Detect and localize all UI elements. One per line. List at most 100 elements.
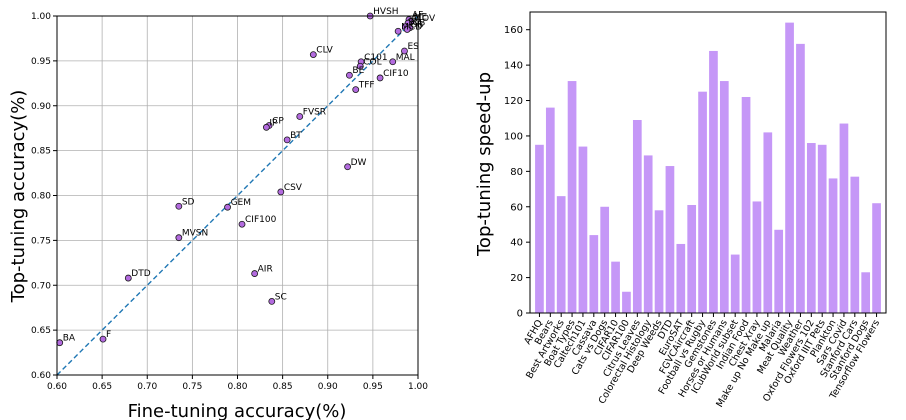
bar [828, 178, 838, 313]
bar [741, 96, 751, 313]
bar [665, 166, 675, 313]
bar [774, 229, 784, 313]
point-label: CLV [316, 46, 333, 56]
point-label: MCD [401, 22, 422, 32]
point-label: CIF10 [383, 69, 409, 79]
point-label: AIR [258, 265, 273, 275]
y-tick-label: 60 [510, 202, 523, 213]
point-label: BT [290, 131, 302, 141]
scatter-points [56, 12, 415, 347]
x-tick-label: 0.75 [182, 382, 202, 392]
point-label: MVSN [182, 229, 208, 239]
scatter-point [175, 234, 183, 242]
y-tick-label: 20 [510, 273, 523, 284]
scatter-point [376, 74, 384, 82]
bar [839, 123, 849, 313]
scatter-x-tick-labels: 0.60 0.65 0.70 0.75 0.80 0.85 0.90 0.95 1.00 [47, 382, 428, 392]
scatter-point [309, 51, 317, 58]
bar [643, 155, 653, 313]
point-label: ATOV [411, 14, 436, 24]
point-label: CB [413, 19, 425, 29]
bar [752, 201, 762, 313]
bar [556, 196, 566, 313]
scatter-gridlines [53, 15, 419, 379]
x-tick-label: 0.65 [92, 382, 112, 392]
point-label: IP [269, 118, 278, 128]
point-label: CP [272, 116, 284, 126]
bar [622, 291, 631, 313]
scatter-point [283, 136, 291, 144]
bar [545, 107, 555, 314]
y-tick-label: 0.60 [31, 371, 51, 381]
bar [861, 272, 871, 313]
point-label: C101 [364, 53, 387, 63]
scatter-point [352, 86, 360, 93]
bar-series [535, 22, 881, 314]
y-tick-label: 140 [504, 61, 523, 72]
bar [578, 146, 588, 313]
point-label: TFF [358, 81, 375, 91]
bar-plot-frame [529, 11, 887, 314]
point-label: ME [414, 12, 428, 22]
scatter-point [124, 274, 132, 282]
bar [763, 132, 773, 313]
point-label: OB [410, 20, 423, 30]
scatter-point [175, 202, 183, 210]
point-label: SD [182, 197, 195, 207]
point-label: COL [363, 57, 381, 67]
bar [535, 144, 544, 313]
bar [589, 235, 599, 313]
scatter-point [99, 335, 107, 343]
bar [730, 254, 740, 313]
point-label: DW [351, 158, 367, 168]
scatter-y-tick-labels: 0.60 0.65 0.70 0.75 0.80 0.85 0.90 0.95 1.00 [31, 12, 51, 381]
bar [687, 204, 697, 313]
scatter-point [394, 27, 402, 35]
y-tick-label: 0.70 [31, 281, 51, 291]
bar-y-tick-labels: 0 20 40 60 80 100 120 140 160 [504, 25, 530, 320]
y-tick-label: 160 [504, 25, 523, 36]
scatter-point [403, 26, 411, 33]
y-tick-label: 0.75 [31, 236, 51, 246]
point-label: BA [63, 334, 76, 344]
point-label: BD [408, 18, 421, 28]
bar [796, 43, 805, 314]
bar [872, 203, 881, 313]
point-label: F [106, 330, 111, 340]
bar [611, 261, 620, 313]
y-tick-label: 0.90 [31, 102, 51, 112]
y-tick-label: 0.65 [31, 326, 51, 336]
point-label: DTD [131, 269, 150, 279]
scatter-point [389, 58, 397, 66]
scatter-x-axis-label: Fine-tuning accuracy(%) [128, 401, 347, 420]
point-label: CSV [284, 183, 303, 193]
scatter-point [277, 188, 285, 196]
point-label: HVSH [373, 7, 398, 17]
bar-y-axis-label: Top-tuning speed-up [474, 72, 495, 257]
scatter-y-axis-label: Top-tuning accuracy(%) [8, 90, 29, 304]
y-tick-label: 0.80 [31, 192, 51, 202]
scatter-plot-frame [56, 15, 419, 376]
bar [709, 50, 718, 313]
point-label: BE [352, 66, 364, 76]
scatter-point [356, 62, 364, 70]
bar [567, 81, 577, 313]
bar [850, 176, 860, 313]
bar [806, 143, 816, 313]
point-label: GEM [231, 198, 251, 208]
y-tick-label: 0.95 [31, 57, 51, 67]
point-label: SC [275, 292, 287, 302]
x-tick-label: 0.85 [273, 382, 293, 392]
point-label: FVSR [303, 108, 326, 118]
bar [654, 210, 664, 313]
x-tick-label: 0.95 [363, 382, 383, 392]
identity-diagonal-line [56, 15, 419, 376]
scatter-point [296, 113, 304, 120]
scatter-point [344, 163, 352, 171]
x-tick-label: 0.60 [47, 382, 67, 392]
scatter-point [224, 203, 231, 211]
point-label: CIF100 [245, 215, 277, 225]
bar [719, 81, 729, 313]
